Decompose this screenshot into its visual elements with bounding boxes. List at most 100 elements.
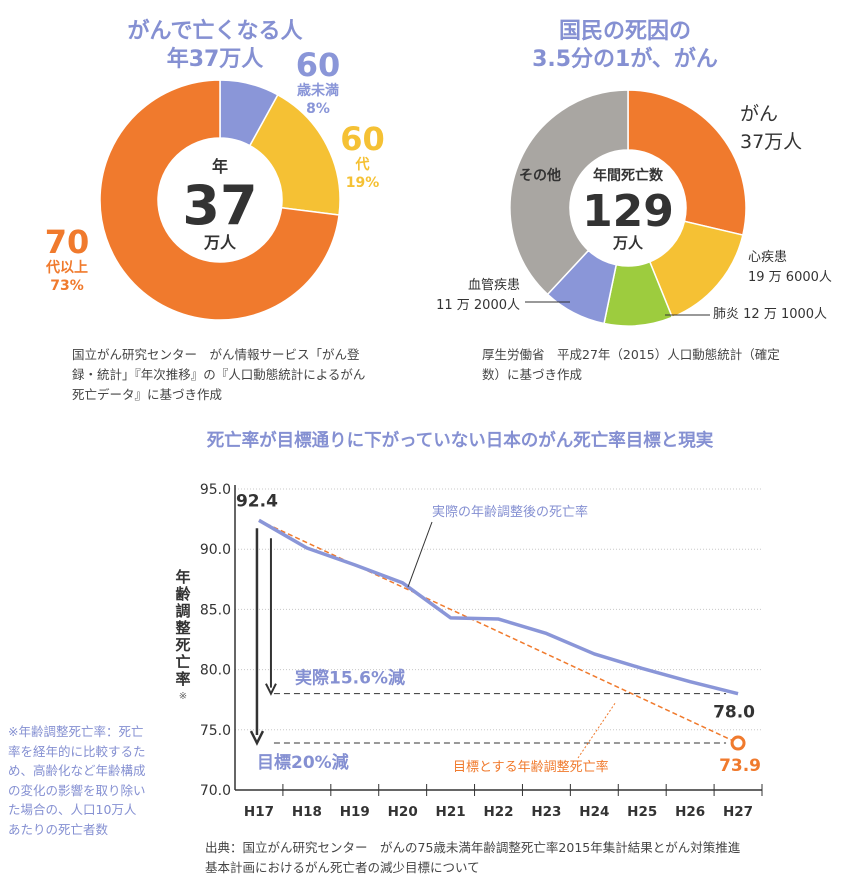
y-axis-label-char: 整 <box>175 619 190 637</box>
left-label-under60: 60 歳未満 8% <box>288 48 348 118</box>
right-label-heart-name: 心疾患 <box>748 250 788 265</box>
x-tick-label: H17 <box>244 804 274 820</box>
actual-series-name: 実際の年齢調整後の死亡率 <box>432 504 588 520</box>
y-axis-label-mark: ※ <box>179 691 187 702</box>
target-reduction-label: 目標20%減 <box>257 752 349 773</box>
left-center-top: 年 <box>212 157 228 176</box>
right-label-vascular-name: 血管疾患 <box>467 278 520 293</box>
line-chart-title: 死亡率が目標通りに下がっていない日本のがん死亡率目標と現実 <box>206 431 714 451</box>
y-axis-label-char: 年 <box>175 568 190 586</box>
x-tick-label: H20 <box>388 804 418 820</box>
x-tick-label: H26 <box>675 804 705 820</box>
actual-series-line <box>258 518 739 696</box>
left-label-60s-text: 代 <box>355 157 370 173</box>
left-donut-chart: 年37万人 <box>99 79 341 321</box>
right-title-line2: 3.5分の1が、がん <box>532 47 718 72</box>
footnote-line: め、高齢化など年齢構成 <box>8 763 146 778</box>
right-label-pneumonia-name: 肺炎 <box>713 307 740 322</box>
left-label-70plus-pct: 73% <box>50 278 84 294</box>
right-title-line1: 国民の死因の <box>558 19 691 44</box>
y-tick-label: 75.0 <box>200 723 231 739</box>
actual-reduction-label: 実際15.6%減 <box>295 668 405 689</box>
right-label-vascular-amount: 11 万 2000人 <box>436 298 520 313</box>
y-axis-label-char: 齢 <box>175 585 191 603</box>
y-tick-label: 90.0 <box>200 542 231 558</box>
left-label-70plus-text: 代以上 <box>46 260 88 276</box>
right-label-cancer-name: がん <box>740 103 779 125</box>
footnote-line: 率を経年的に比較するた <box>8 743 146 759</box>
start-value-label: 92.4 <box>236 491 278 511</box>
target-series-name: 目標とする年齢調整死亡率 <box>453 759 609 775</box>
left-center-value: 37 <box>182 174 257 237</box>
footnote: ※年齢調整死亡率：死亡 率を経年的に比較するた め、高齢化など年齢構成 の変化の… <box>8 722 183 839</box>
right-source-note: 厚生労働省 平成27年（2015）人口動態統計（確定 数）に基づき作成 <box>482 345 802 385</box>
left-source-note: 国立がん研究センター がん情報サービス「がん登 録・統計」『年次推移』の『人口動… <box>72 345 392 405</box>
x-tick-label: H19 <box>340 804 370 820</box>
right-source-line: 厚生労働省 平成27年（2015）人口動態統計（確定 <box>482 347 780 362</box>
left-label-under60-big: 60 <box>295 46 341 84</box>
left-source-line: 録・統計」『年次推移』の『人口動態統計によるがん <box>72 367 366 382</box>
left-title-line1: がんで亡くなる人 <box>127 19 303 44</box>
y-axis-label-char: 死 <box>175 636 190 654</box>
footnote-line: た場合の、人口10万人 <box>8 802 137 817</box>
right-label-other: その他 <box>519 167 561 184</box>
right-label-vascular: 血管疾患 11 万 2000人 <box>420 276 520 316</box>
actual-end-value-label: 78.0 <box>713 703 755 723</box>
actual-series-leader <box>407 521 433 588</box>
right-label-cancer-amount: 37万人 <box>740 131 803 153</box>
footnote-line: の変化の影響を取り除い <box>8 782 146 798</box>
y-axis-label-char: 亡 <box>175 653 190 671</box>
y-axis-label-char: 調 <box>175 602 190 620</box>
right-center-bottom: 万人 <box>612 234 644 252</box>
left-source-line: 国立がん研究センター がん情報サービス「がん登 <box>72 347 360 362</box>
left-label-60s-pct: 19% <box>345 175 380 191</box>
footnote-line: あたりの死亡者数 <box>8 821 109 837</box>
y-tick-label: 80.0 <box>200 663 231 679</box>
line-source-note: 出典：国立がん研究センター がんの75歳未満年齢調整死亡率2015年集計結果とが… <box>205 838 805 878</box>
left-label-under60-pct: 8% <box>306 101 330 117</box>
left-source-line: 死亡データ』に基づき作成 <box>72 387 223 402</box>
x-tick-label: H22 <box>483 804 513 820</box>
target-arrow-head <box>249 730 265 746</box>
line-source-line: 出典：国立がん研究センター がんの75歳未満年齢調整死亡率2015年集計結果とが… <box>205 840 741 855</box>
target-end-point <box>730 735 746 751</box>
right-label-pneumonia-amount: 12 万 1000人 <box>743 307 828 322</box>
left-label-70plus: 70 代以上 73% <box>32 225 102 295</box>
right-donut-slice-4 <box>509 89 629 296</box>
x-tick-label: H24 <box>579 804 609 820</box>
right-donut-slice-0 <box>627 89 747 236</box>
right-label-cancer: がん 37万人 <box>740 100 802 156</box>
y-tick-label: 85.0 <box>200 602 231 618</box>
y-tick-label: 95.0 <box>200 482 231 498</box>
target-series-leader <box>577 703 616 759</box>
left-label-under60-text: 歳未満 <box>297 83 339 99</box>
left-label-60s: 60 代 19% <box>335 122 390 192</box>
target-end-value-label: 73.9 <box>719 756 761 776</box>
left-donut-slice-2 <box>99 79 340 321</box>
y-axis-label-char: 率 <box>175 670 190 688</box>
right-center-value: 129 <box>582 186 674 237</box>
left-center-bottom: 万人 <box>203 233 237 252</box>
target-series-line <box>258 519 739 744</box>
x-tick-label: H27 <box>723 804 753 820</box>
right-label-heart: 心疾患 19 万 6000人 <box>748 248 832 288</box>
x-tick-label: H21 <box>436 804 466 820</box>
x-tick-label: H25 <box>627 804 657 820</box>
right-label-pneumonia: 肺炎 12 万 1000人 <box>713 305 827 325</box>
left-chart-title: がんで亡くなる人 年37万人 <box>95 18 335 74</box>
right-label-heart-amount: 19 万 6000人 <box>748 270 832 285</box>
line-source-line: 基本計画におけるがん死亡者の減少目標について <box>205 860 480 875</box>
left-label-70plus-big: 70 <box>44 223 90 261</box>
footnote-line: ※年齢調整死亡率：死亡 <box>8 724 144 739</box>
left-title-line2: 年37万人 <box>166 47 264 72</box>
left-label-60s-big: 60 <box>340 120 385 158</box>
right-center-top: 年間死亡数 <box>593 167 664 184</box>
right-chart-title: 国民の死因の 3.5分の1が、がん <box>505 18 745 74</box>
right-source-line: 数）に基づき作成 <box>482 367 583 382</box>
x-tick-label: H18 <box>292 804 322 820</box>
y-tick-label: 70.0 <box>200 783 231 799</box>
x-tick-label: H23 <box>531 804 561 820</box>
actual-arrow-head <box>265 683 277 696</box>
